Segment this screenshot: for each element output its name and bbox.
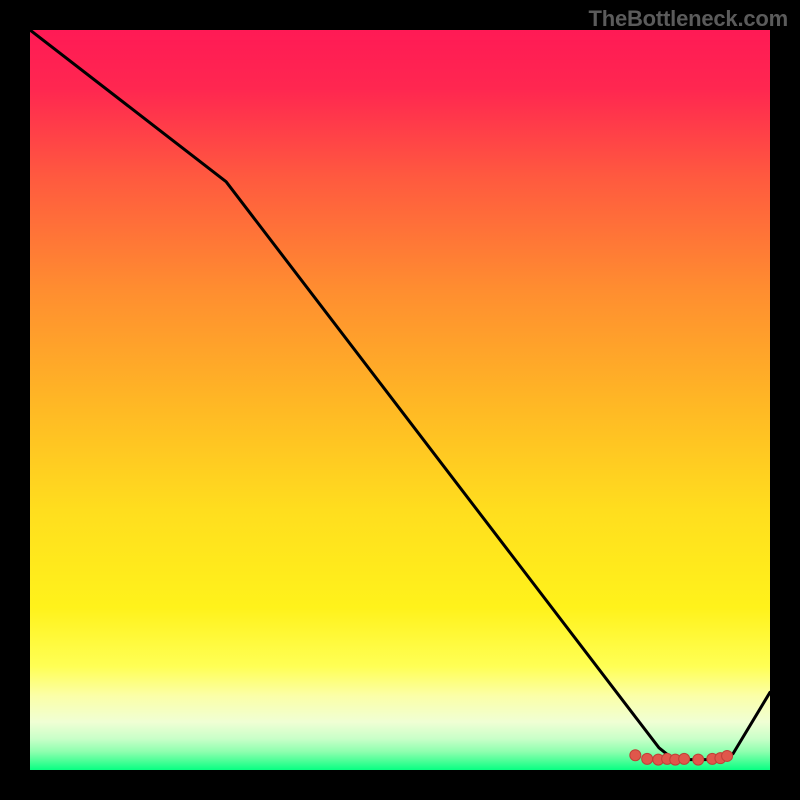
plot-area [30, 30, 770, 770]
markers-group [630, 750, 733, 765]
attribution-text: TheBottleneck.com [588, 6, 788, 32]
data-marker [642, 753, 653, 764]
chart-frame: TheBottleneck.com [0, 0, 800, 800]
curve-layer [30, 30, 770, 770]
data-marker [630, 750, 641, 761]
bottleneck-curve [30, 30, 770, 760]
data-marker [693, 754, 704, 765]
data-marker [722, 750, 733, 761]
data-marker [679, 753, 690, 764]
